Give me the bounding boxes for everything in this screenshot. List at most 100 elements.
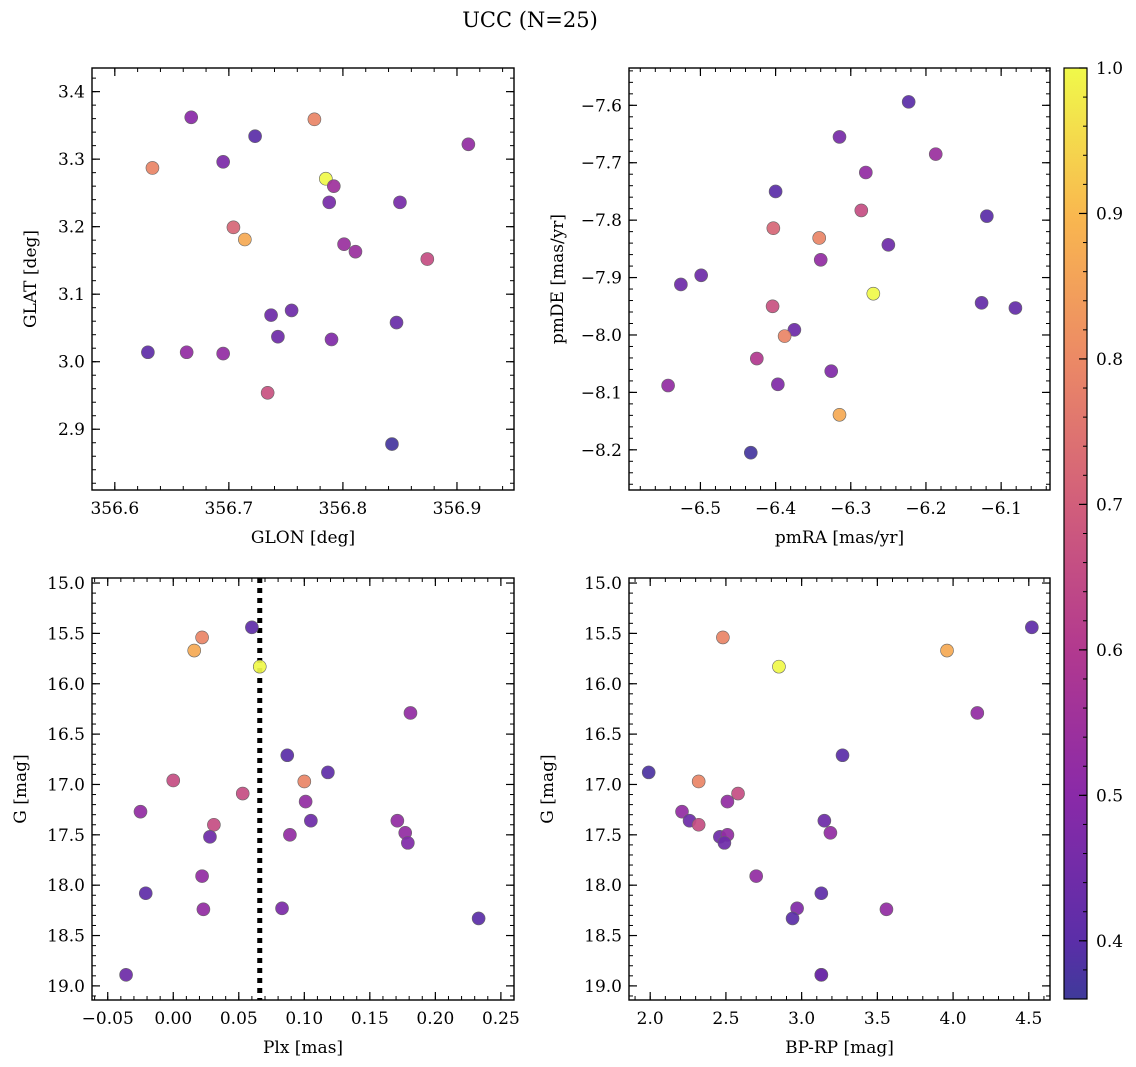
data-point xyxy=(252,659,267,674)
data-point xyxy=(283,828,297,842)
data-point xyxy=(817,813,832,828)
data-point xyxy=(743,445,758,460)
data-point xyxy=(145,161,160,175)
y-tick-label: −8.2 xyxy=(581,441,622,461)
y-tick-label: 19.0 xyxy=(47,977,85,997)
x-tick-label: −6.4 xyxy=(755,499,796,519)
x-tick-label: 2.5 xyxy=(712,1009,739,1029)
data-point xyxy=(765,299,780,314)
y-tick-label: 3.0 xyxy=(58,353,85,373)
colorbar-tick-label: 0.9 xyxy=(1096,204,1123,224)
data-point xyxy=(271,329,285,344)
data-point xyxy=(326,179,341,193)
data-point xyxy=(420,252,435,266)
data-point xyxy=(264,308,278,322)
y-tick-label: 16.5 xyxy=(584,725,622,745)
data-point xyxy=(461,137,476,152)
colorbar-tick-label: 0.5 xyxy=(1096,786,1123,806)
data-point xyxy=(322,195,337,210)
data-point xyxy=(787,323,802,337)
y-tick-label: 16.5 xyxy=(47,725,85,745)
data-point xyxy=(235,786,250,801)
data-point xyxy=(823,826,838,840)
data-point xyxy=(835,748,850,763)
data-point xyxy=(390,813,405,828)
data-point xyxy=(691,817,706,832)
data-point xyxy=(389,315,404,330)
data-point xyxy=(832,130,847,144)
data-point xyxy=(940,643,954,658)
data-point xyxy=(141,345,155,360)
x-tick-label: 4.0 xyxy=(940,1009,967,1029)
data-point xyxy=(119,968,133,982)
data-point xyxy=(195,630,209,645)
data-point xyxy=(307,112,322,127)
data-point xyxy=(385,437,399,451)
panel-pmra-pmde: −6.5 −6.4 −6.3 −6.2 −6.1 −8.2 −8.1 −8.0 −7.9 −7.8… xyxy=(548,67,1051,548)
plot-frame-bprp-g xyxy=(628,577,1051,1001)
data-point xyxy=(771,377,785,392)
data-point xyxy=(859,165,873,180)
y-tick-label: 15.0 xyxy=(584,574,622,594)
y-tick-label: 18.0 xyxy=(584,876,622,896)
data-point xyxy=(298,794,313,809)
data-point xyxy=(207,817,221,832)
data-point xyxy=(195,869,209,883)
x-tick-label: 356.6 xyxy=(90,499,139,519)
data-point xyxy=(216,155,230,169)
data-point xyxy=(814,886,829,901)
data-point xyxy=(675,804,689,819)
y-tick-label: −8.1 xyxy=(581,383,622,403)
x-tick-label: 2.0 xyxy=(637,1009,664,1029)
x-axis-label: pmRA [mas/yr] xyxy=(775,528,904,548)
data-point xyxy=(166,773,181,788)
y-tick-label: 15.5 xyxy=(47,624,85,644)
y-tick-label: 15.0 xyxy=(47,574,85,594)
data-point xyxy=(304,813,318,828)
x-tick-label: 0.00 xyxy=(154,1009,192,1029)
data-point xyxy=(348,244,363,259)
data-point xyxy=(337,237,351,252)
y-tick-label: 18.5 xyxy=(584,927,622,947)
data-point xyxy=(824,364,839,378)
data-point xyxy=(768,184,783,199)
data-point xyxy=(641,765,656,780)
data-point xyxy=(814,968,829,982)
data-point xyxy=(970,706,985,720)
data-point xyxy=(879,902,894,917)
data-point xyxy=(324,332,339,347)
colorbar-tick-label: 0.8 xyxy=(1096,350,1123,370)
data-point xyxy=(133,804,148,819)
data-point xyxy=(297,774,312,789)
y-axis-label: G [mag] xyxy=(11,754,31,823)
x-axis-label: Plx [mas] xyxy=(263,1038,343,1058)
colorbar-tick-label: 0.6 xyxy=(1096,641,1123,661)
y-tick-label: 3.3 xyxy=(58,150,85,170)
data-point xyxy=(226,220,241,235)
y-axis-label: G [mag] xyxy=(538,754,558,823)
data-point xyxy=(187,643,202,658)
data-point xyxy=(1025,620,1039,635)
figure-title: UCC (N=25) xyxy=(462,8,598,32)
y-tick-label: 2.9 xyxy=(58,420,85,440)
x-tick-label: −6.1 xyxy=(980,499,1021,519)
data-point xyxy=(812,231,827,245)
y-tick-label: 16.0 xyxy=(47,675,85,695)
y-tick-label: 3.4 xyxy=(58,83,85,103)
y-tick-label: −7.8 xyxy=(581,211,622,231)
data-point xyxy=(980,209,994,223)
x-tick-label: −0.05 xyxy=(82,1009,134,1029)
y-tick-label: −8.0 xyxy=(581,326,622,346)
colorbar-tick-label: 1.0 xyxy=(1096,59,1123,79)
y-tick-label: 18.5 xyxy=(47,927,85,947)
y-tick-label: 3.2 xyxy=(58,218,85,238)
panel-bprp-g: 2.0 2.5 3.0 3.5 4.0 4.5 15.0 15.5 16.0 16.5 17.0 17… xyxy=(538,574,1051,1058)
data-point xyxy=(813,252,828,267)
data-point xyxy=(238,232,252,247)
x-tick-label: 0.25 xyxy=(482,1009,520,1029)
data-point xyxy=(717,836,732,850)
data-point xyxy=(832,407,847,422)
colorbar-tick-label: 0.4 xyxy=(1096,932,1123,952)
data-point xyxy=(284,303,299,318)
x-tick-label: −6.5 xyxy=(680,499,721,519)
